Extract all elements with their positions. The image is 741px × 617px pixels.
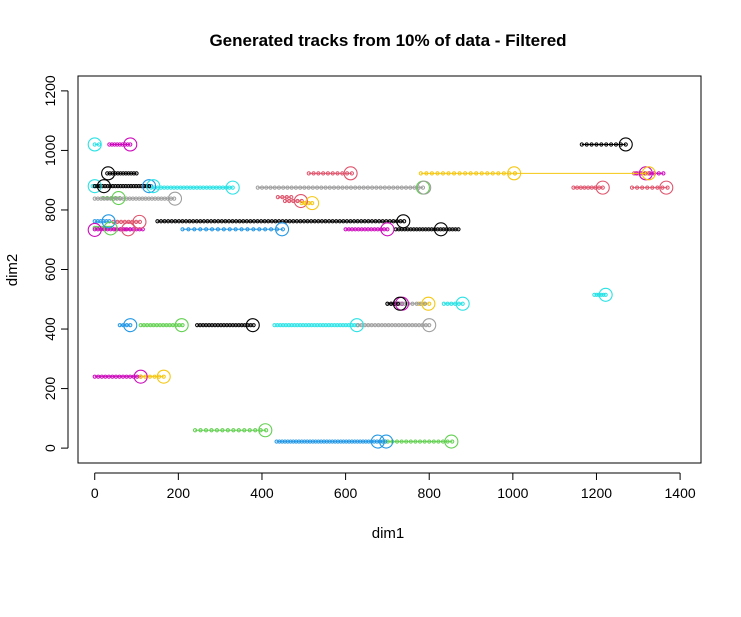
y-tick-label: 600 [42, 258, 58, 282]
x-axis-label: dim1 [372, 525, 405, 542]
track [357, 324, 431, 327]
chart-title: Generated tracks from 10% of data - Filt… [209, 31, 566, 50]
track [106, 172, 138, 175]
x-tick-label: 1400 [665, 485, 696, 501]
x-tick-label: 1000 [497, 485, 528, 501]
y-tick-label: 200 [42, 377, 58, 401]
x-tick-label: 800 [418, 485, 442, 501]
x-tick-label: 200 [167, 485, 191, 501]
y-tick-label: 1000 [42, 135, 58, 166]
track [273, 324, 359, 327]
y-axis-label: dim2 [4, 254, 21, 287]
track [150, 186, 235, 189]
y-tick-label: 1200 [42, 75, 58, 106]
x-tick-label: 600 [334, 485, 358, 501]
track [593, 293, 607, 296]
track [118, 324, 132, 327]
track [386, 302, 400, 305]
x-tick-label: 400 [250, 485, 274, 501]
x-tick-label: 1200 [581, 485, 612, 501]
track [344, 228, 389, 231]
track [93, 197, 176, 200]
x-tick-label: 0 [91, 485, 99, 501]
track [93, 375, 142, 378]
track [275, 440, 387, 443]
y-tick-label: 400 [42, 317, 58, 341]
y-tick-label: 800 [42, 198, 58, 222]
track [139, 324, 184, 327]
track [572, 186, 604, 189]
y-tick-label: 0 [42, 444, 58, 452]
track [108, 143, 132, 146]
